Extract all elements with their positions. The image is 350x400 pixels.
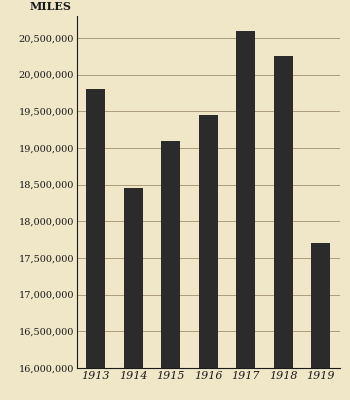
- Bar: [161, 141, 180, 368]
- Bar: [274, 56, 293, 368]
- Bar: [124, 188, 143, 368]
- Bar: [199, 115, 218, 368]
- Text: MILES: MILES: [30, 2, 72, 12]
- Bar: [312, 243, 330, 368]
- Bar: [86, 89, 105, 368]
- Bar: [236, 31, 255, 368]
